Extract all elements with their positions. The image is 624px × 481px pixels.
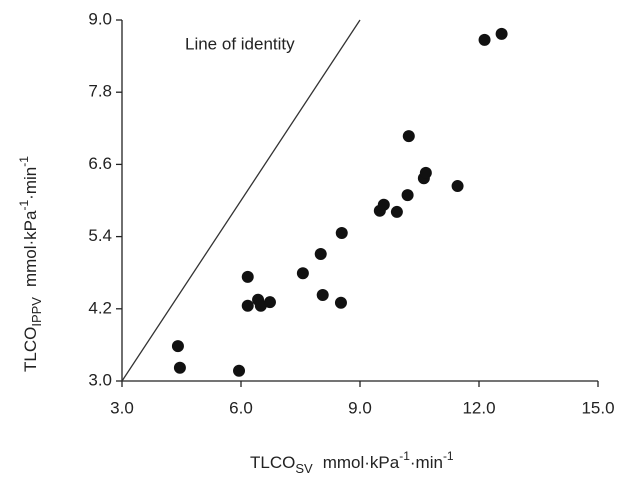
x-axis-label: TLCOSV mmol·kPa-1·min-1 (250, 449, 454, 476)
y-tick-label: 4.2 (88, 298, 112, 317)
point (478, 33, 491, 46)
x-label-unit2: ·min (410, 453, 443, 472)
x-tick-label: 9.0 (348, 398, 372, 417)
y-tick-label: 6.6 (88, 154, 112, 173)
y-tick-label: 3.0 (88, 370, 112, 389)
point (401, 189, 414, 202)
point (495, 27, 508, 40)
annotation: Line of identity (185, 34, 295, 53)
point (390, 205, 403, 218)
identity-line (121, 19, 361, 382)
point (173, 361, 186, 374)
x-label-exp: -1 (443, 449, 454, 463)
point (419, 166, 432, 179)
y-label-main: TLCO (21, 327, 40, 372)
x-label-exp: -1 (399, 449, 410, 463)
y-label-sub: IPPV (29, 297, 44, 327)
point (233, 364, 246, 377)
point (451, 180, 464, 193)
point (334, 296, 347, 309)
y-label-exp: -1 (17, 200, 31, 211)
x-label-unit: mmol·kPa (323, 453, 400, 472)
y-tick-label: 9.0 (88, 9, 112, 28)
point (402, 130, 415, 143)
point (314, 248, 327, 261)
point (296, 267, 309, 280)
point (377, 198, 390, 211)
x-tick-label: 15.0 (581, 398, 614, 417)
x-tick-label: 6.0 (229, 398, 253, 417)
y-tick-label: 5.4 (88, 226, 112, 245)
y-label-unit: mmol·kPa (21, 210, 40, 287)
y-label-unit2: ·min (21, 167, 40, 200)
point (335, 226, 348, 239)
y-tick-label: 7.8 (88, 82, 112, 101)
point (171, 340, 184, 353)
y-label-exp: -1 (17, 156, 31, 167)
x-tick-label: 3.0 (110, 398, 134, 417)
y-axis-label: TLCOIPPVmmol·kPa-1·min-1 (17, 156, 44, 372)
x-label-sub: SV (295, 461, 313, 476)
point (316, 288, 329, 301)
x-tick-label: 12.0 (462, 398, 495, 417)
point (241, 299, 254, 312)
x-label-main: TLCO (250, 453, 295, 472)
point (254, 299, 267, 312)
point (263, 296, 276, 309)
point (241, 270, 254, 283)
